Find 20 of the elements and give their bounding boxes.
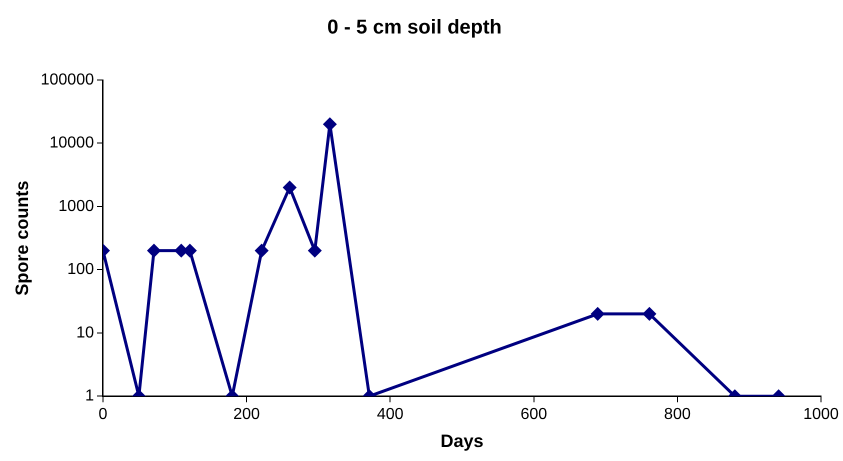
x-tick-label: 800	[664, 406, 691, 424]
point	[590, 306, 605, 321]
y-tick-label: 1	[85, 388, 94, 405]
point	[254, 244, 269, 258]
y-tick-label: 100	[67, 261, 94, 278]
y-tick-label: 1000	[58, 198, 94, 215]
y-tick-label: 100000	[40, 71, 94, 88]
x-tick-label: 1000	[803, 406, 839, 424]
x-axis-title: Days	[440, 431, 484, 452]
y-tick-label: 10	[76, 324, 94, 342]
x-tick-label: 400	[376, 406, 404, 424]
x-tick-label: 600	[520, 406, 548, 424]
y-tick-label: 10000	[49, 134, 94, 152]
point	[642, 306, 656, 321]
chart-title: 0 - 5 cm soil depth	[327, 16, 502, 39]
point	[308, 244, 322, 258]
x-tick-label: 0	[98, 406, 108, 424]
y-axis-title: Spore counts	[12, 180, 32, 296]
x-tick-label: 200	[233, 406, 260, 424]
point	[146, 244, 161, 258]
